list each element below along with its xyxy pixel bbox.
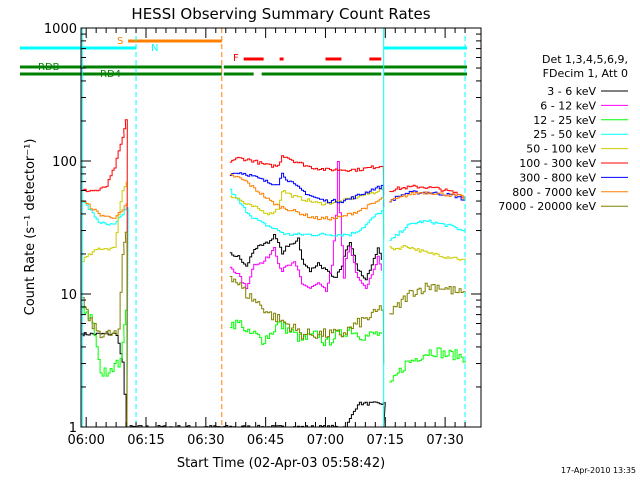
legend-entry-label-1: 3 - 6 keV	[547, 85, 596, 98]
series-9-segments-line	[229, 276, 385, 364]
series-8-points-line	[82, 201, 127, 219]
x-tick-label-3: 06:30	[187, 433, 224, 448]
legend-entry-label-6: 100 - 300 keV	[519, 157, 596, 170]
x-tick-label-1: 06:00	[67, 433, 104, 448]
series-8-segments-line	[229, 173, 385, 221]
y-tick-label-4: 1000	[44, 22, 77, 37]
series-5-points-line	[82, 181, 127, 263]
series-4-segments-line	[229, 188, 385, 237]
marker-lines	[81, 28, 466, 427]
series-9-tail-line	[389, 282, 466, 315]
series-2-segments-line	[229, 161, 382, 292]
y-tick-label-3: 100	[52, 155, 77, 170]
legend-entry-label-2: 6 - 12 keV	[540, 99, 596, 112]
flare-flag-label: F	[233, 53, 239, 64]
x-axis: 06:00 06:15 06:30 06:45 07:00 07:15 07:30	[67, 28, 466, 448]
x-tick-label-7: 07:30	[426, 433, 463, 448]
night-flag-label: N	[151, 43, 158, 54]
y-axis: 1 10 100 1000	[44, 22, 481, 436]
x-tick-label-5: 07:00	[307, 433, 344, 448]
series-9-points-line	[82, 231, 128, 428]
series-3-segments-line	[229, 319, 382, 347]
y-tick-label-2: 10	[60, 288, 77, 303]
series-3-points-line	[82, 307, 128, 428]
y-axis-label: Count Rate (s⁻¹ detector⁻¹)	[23, 139, 38, 316]
x-tick-label-2: 06:15	[127, 433, 164, 448]
chart-title: HESSI Observing Summary Count Rates	[131, 5, 430, 23]
series-5-tail-line	[389, 245, 466, 261]
plot-frame	[80, 27, 482, 428]
observing-flags: S N F RDB RD4	[20, 36, 468, 80]
series-6-tail-line	[389, 184, 466, 199]
y-tick-label-1: 1	[69, 421, 77, 436]
rdb-flag-label: RDB	[38, 62, 60, 73]
legend-entry-label-5: 50 - 100 keV	[526, 143, 596, 156]
legend-header-1: Det 1,3,4,5,6,9,	[542, 53, 628, 66]
series-6-points-line	[82, 119, 128, 428]
saa-flag-label: S	[117, 36, 123, 47]
legend-header-2: FDecim 1, Att 0	[543, 67, 628, 80]
legend-entry-label-8: 800 - 7000 keV	[512, 186, 596, 199]
series-8-tail-line	[389, 191, 467, 203]
x-tick-label-6: 07:15	[367, 433, 404, 448]
footer-date: 17-Apr-2010 13:35	[561, 466, 636, 475]
series-lines	[82, 119, 467, 428]
legend-entry-label-9: 7000 - 20000 keV	[498, 200, 596, 213]
x-axis-label: Start Time (02-Apr-03 05:58:42)	[177, 456, 385, 471]
legend-entry-label-7: 300 - 800 keV	[519, 171, 596, 184]
x-tick-label-4: 06:45	[247, 433, 284, 448]
legend-entry-label-4: 25 - 50 keV	[533, 128, 596, 141]
series-6-segments-line	[229, 155, 385, 196]
series-4-points-line	[82, 201, 129, 428]
series-3-tail-line	[389, 347, 466, 383]
series-1-segments-line	[229, 234, 382, 281]
series-4-tail-line	[389, 219, 466, 241]
rd4-flag-label: RD4	[100, 69, 121, 80]
legend-entry-label-3: 12 - 25 keV	[533, 114, 596, 127]
series-7-segments-line	[229, 172, 385, 208]
series-5-segments-line	[229, 188, 385, 239]
